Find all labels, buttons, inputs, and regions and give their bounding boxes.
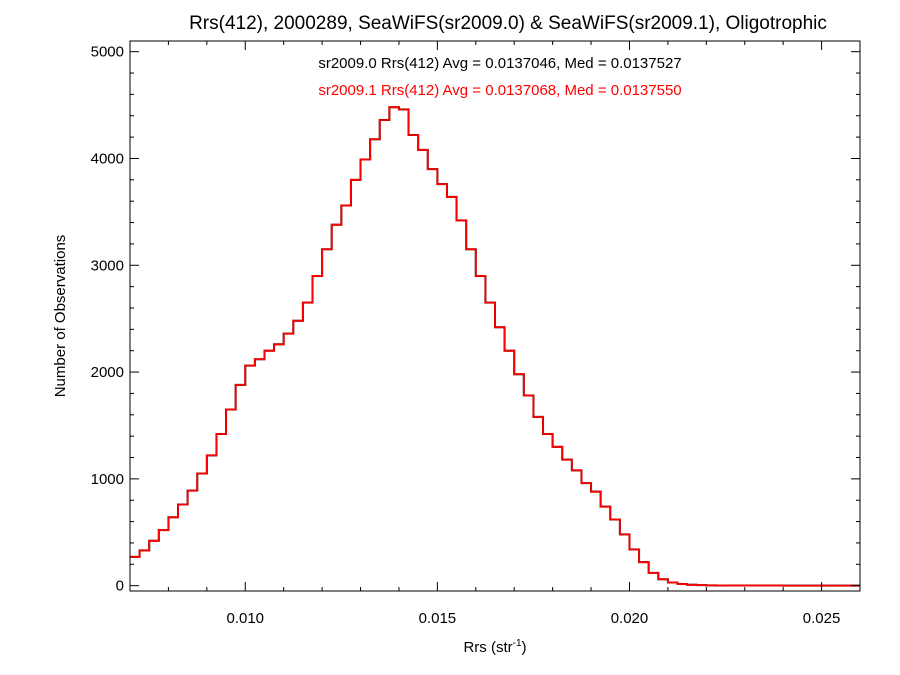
series-line-sr2009-0 bbox=[130, 106, 860, 587]
x-tick-label: 0.020 bbox=[611, 610, 649, 627]
x-axis-label-close: ) bbox=[522, 639, 527, 656]
y-tick-label: 1000 bbox=[91, 471, 124, 488]
x-axis-label-base: Rrs (str bbox=[463, 639, 512, 656]
annotation-sr2009-1: sr2009.1 Rrs(412) Avg = 0.0137068, Med =… bbox=[318, 82, 681, 99]
x-tick-label: 0.015 bbox=[419, 610, 457, 627]
plot-frame bbox=[129, 40, 861, 592]
series-line-sr2009-1 bbox=[130, 106, 860, 587]
annotation-sr2009-0: sr2009.0 Rrs(412) Avg = 0.0137046, Med =… bbox=[318, 55, 681, 72]
x-axis-label: Rrs (str-1) bbox=[463, 638, 526, 656]
chart-title: Rrs(412), 2000289, SeaWiFS(sr2009.0) & S… bbox=[189, 13, 827, 34]
y-tick-label: 5000 bbox=[91, 44, 124, 61]
x-axis-label-sup: -1 bbox=[513, 638, 522, 649]
y-axis-label: Number of Observations bbox=[52, 235, 69, 398]
axes-layer: 0.010 0.015 0.020 0.025 0 1000 2000 3000 4000 500… bbox=[91, 41, 861, 627]
y-tick-label: 0 bbox=[116, 578, 124, 595]
y-tick-label: 2000 bbox=[91, 364, 124, 381]
x-tick-label: 0.010 bbox=[226, 610, 264, 627]
y-tick-label: 4000 bbox=[91, 150, 124, 167]
y-tick-label: 3000 bbox=[91, 257, 124, 274]
x-tick-label: 0.025 bbox=[803, 610, 841, 627]
series-layer bbox=[130, 106, 860, 587]
